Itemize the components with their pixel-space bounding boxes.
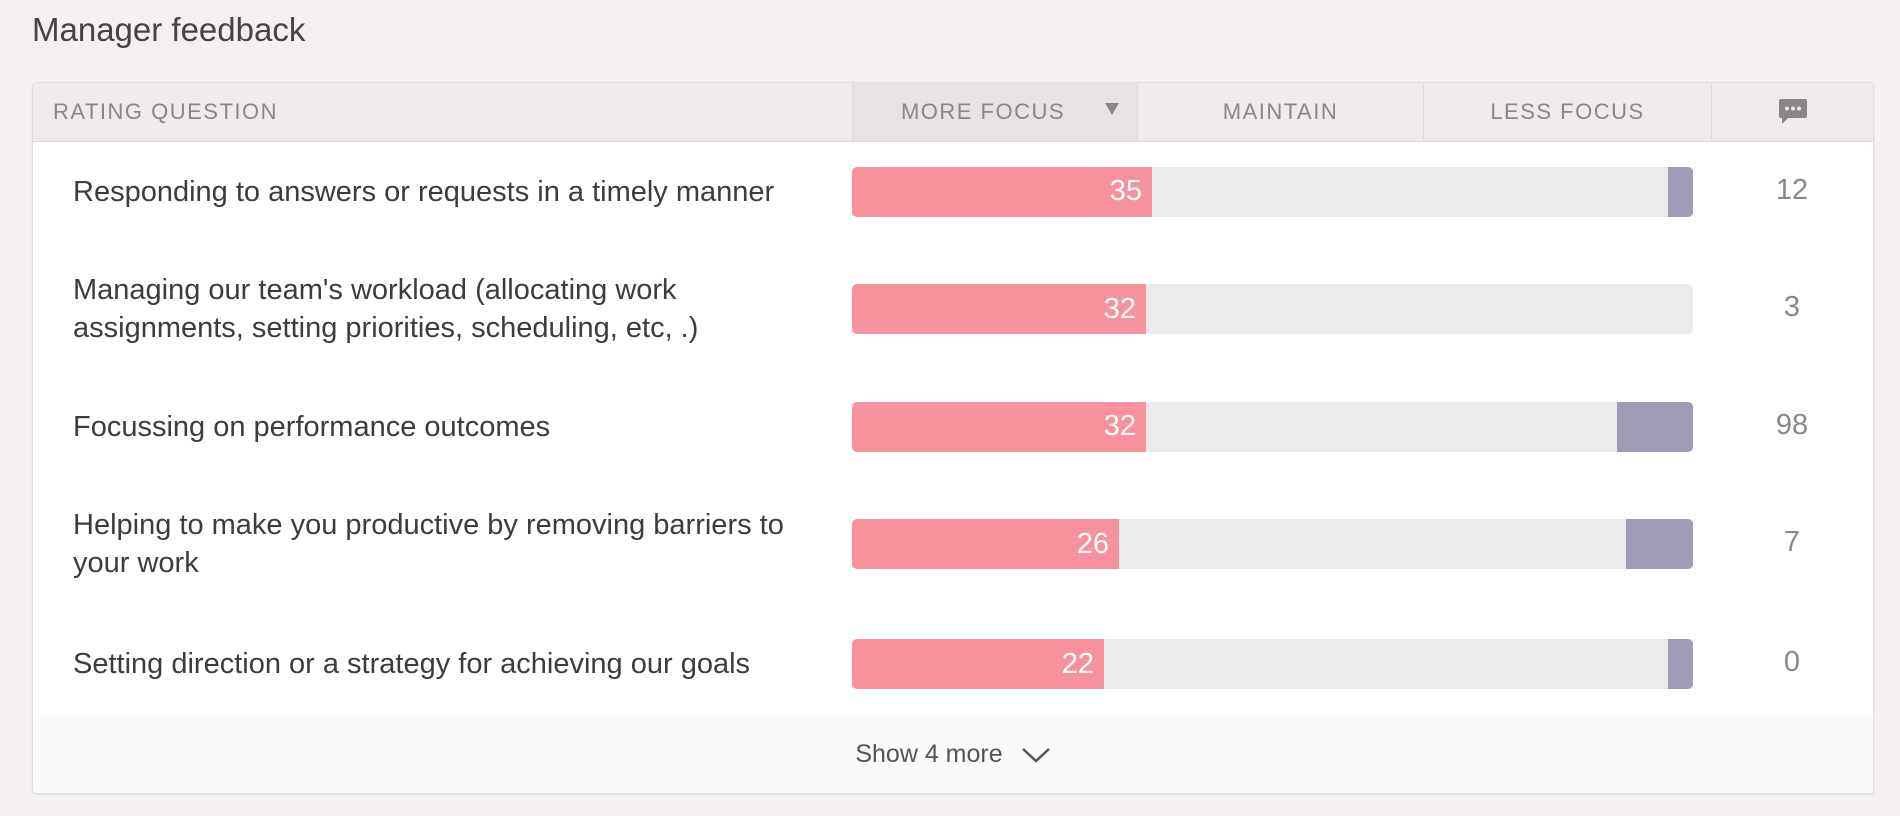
rating-question: Responding to answers or requests in a t…: [73, 175, 775, 208]
column-header-comments[interactable]: [1711, 83, 1873, 141]
more-focus-segment: 26: [852, 519, 1119, 569]
chevron-down-icon: [1021, 747, 1050, 763]
table-footer: Show 4 more: [33, 716, 1873, 793]
column-header-maintain[interactable]: MAINTAIN: [1137, 83, 1423, 141]
more-focus-segment: 32: [852, 284, 1146, 334]
rating-question: Focussing on performance outcomes: [73, 410, 551, 443]
table-row: Setting direction or a strategy for achi…: [33, 612, 1873, 717]
table-row: Helping to make you productive by removi…: [33, 476, 1873, 613]
less-focus-segment: [1668, 166, 1693, 217]
table-row: Managing our team's workload (allocating…: [33, 241, 1873, 378]
rating-distribution-bar[interactable]: 32: [852, 401, 1693, 452]
comment-count[interactable]: 98: [1775, 408, 1809, 441]
rating-question: Managing our team's workload (allocating…: [73, 274, 699, 344]
column-header-less-focus[interactable]: LESS FOCUS: [1423, 83, 1711, 141]
more-focus-segment: 35: [852, 166, 1152, 217]
rating-question: Helping to make you productive by removi…: [73, 509, 784, 579]
column-header-question[interactable]: RATING QUESTION: [53, 99, 278, 124]
rating-distribution-bar[interactable]: 35: [852, 166, 1693, 217]
more-focus-segment: 22: [852, 639, 1104, 689]
rating-distribution-bar[interactable]: 32: [852, 284, 1693, 334]
comment-count[interactable]: 12: [1775, 173, 1809, 206]
less-focus-segment: [1617, 401, 1693, 452]
show-more-button[interactable]: Show 4 more: [855, 740, 1050, 769]
comment-icon: [1778, 99, 1807, 124]
less-focus-segment: [1626, 519, 1693, 569]
page-title: Manager feedback: [32, 11, 306, 48]
comment-count[interactable]: 3: [1783, 291, 1801, 323]
table-header: RATING QUESTION MORE FOCUS MAINTAIN LESS…: [33, 83, 1873, 142]
table-row: Focussing on performance outcomes 32 98: [33, 377, 1873, 477]
comment-count[interactable]: 0: [1783, 646, 1801, 678]
less-focus-segment: [1668, 639, 1693, 689]
rating-distribution-bar[interactable]: 22: [852, 639, 1693, 689]
show-more-label: Show 4 more: [855, 740, 1003, 768]
rating-question: Setting direction or a strategy for achi…: [73, 648, 751, 680]
feedback-table: RATING QUESTION MORE FOCUS MAINTAIN LESS…: [32, 82, 1874, 794]
table-row: Responding to answers or requests in a t…: [33, 142, 1873, 242]
more-focus-segment: 32: [852, 401, 1146, 452]
comment-count[interactable]: 7: [1783, 526, 1801, 558]
rating-distribution-bar[interactable]: 26: [852, 519, 1693, 569]
column-header-more-focus-label: MORE FOCUS: [900, 99, 1066, 124]
column-header-more-focus[interactable]: MORE FOCUS: [852, 83, 1137, 141]
sort-descending-icon: [1105, 103, 1119, 115]
